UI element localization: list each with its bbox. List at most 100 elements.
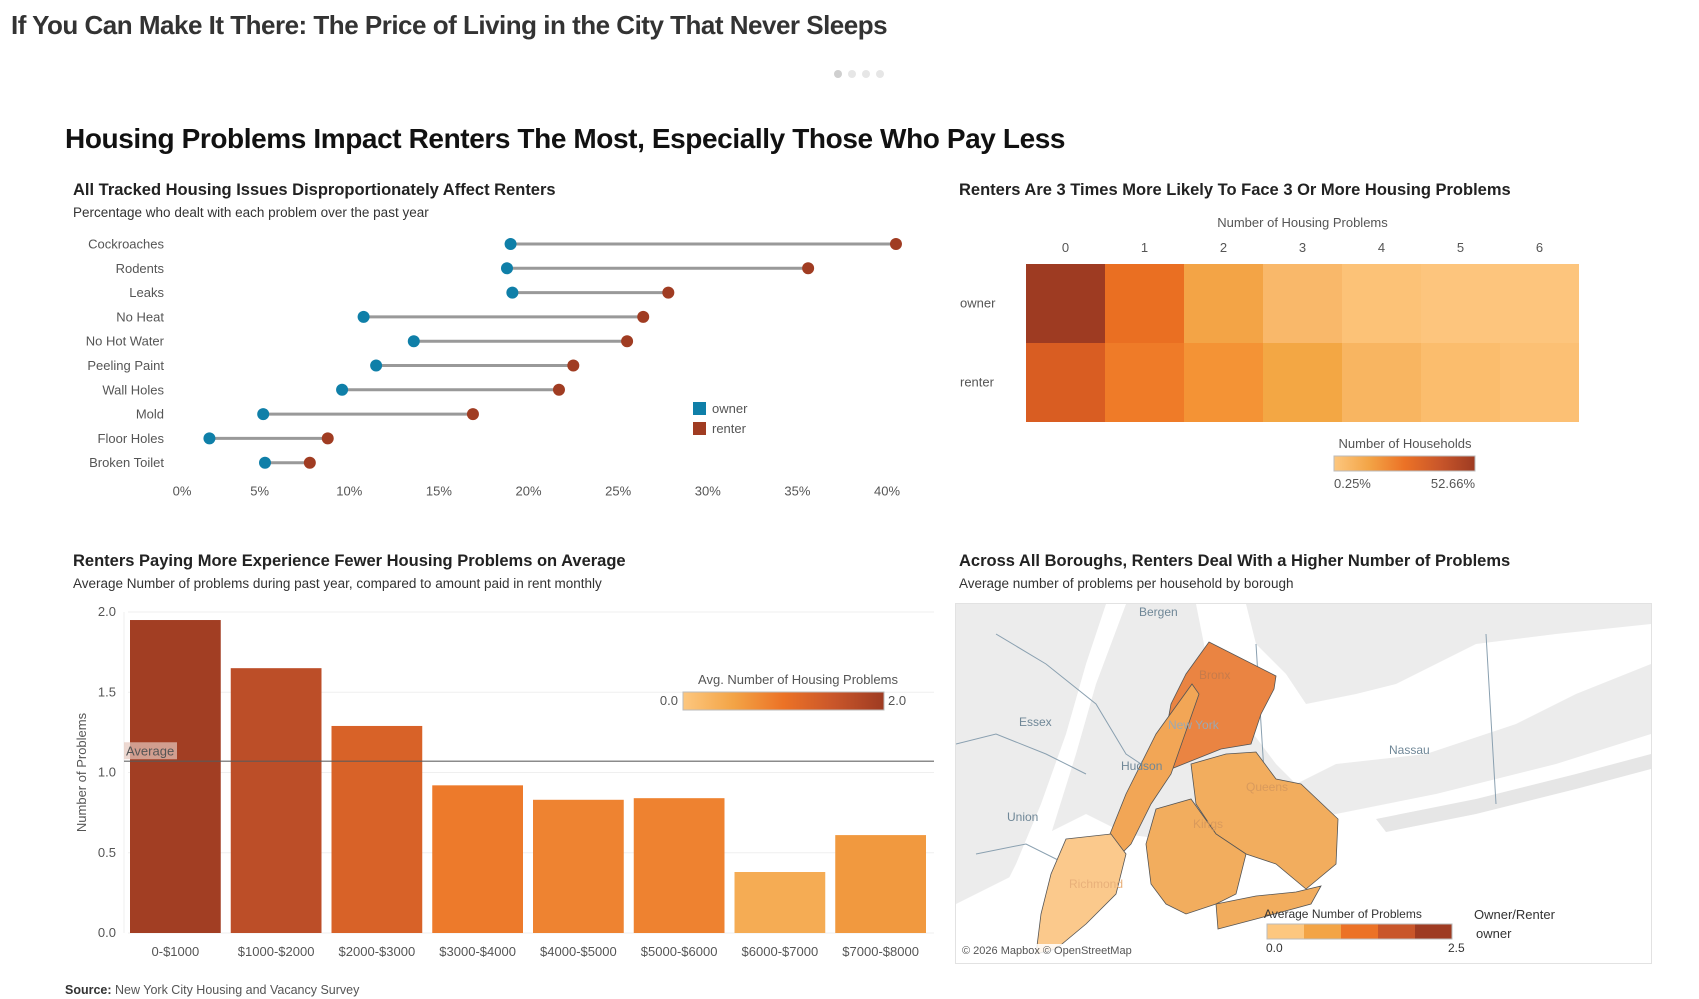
- map-legend-scale: [1266, 923, 1453, 940]
- renter-point: [662, 286, 675, 299]
- owner-point: [370, 359, 383, 372]
- bar: [835, 835, 926, 933]
- heatmap-cell: [1500, 343, 1579, 422]
- x-tick-label: 20%: [515, 484, 541, 499]
- legend-renter-swatch: [693, 422, 706, 435]
- heatmap-cell: [1184, 343, 1263, 422]
- x-tick-label: 0-$1000: [152, 944, 200, 959]
- heatmap-cell: [1184, 264, 1263, 343]
- heatmap-legend-min: 0.25%: [1334, 476, 1371, 491]
- map-legend-swatch: [1378, 924, 1415, 939]
- dumbbell-chart: Cockroaches Rodents Leaks No Heat No Hot Wat…: [86, 237, 902, 499]
- x-tick-label: 25%: [605, 484, 631, 499]
- pager-dot[interactable]: [862, 70, 870, 78]
- map-legend-swatch: [1415, 924, 1452, 939]
- category-label: Mold: [136, 407, 164, 422]
- bar: [533, 799, 624, 933]
- renter-point: [621, 335, 634, 348]
- bar-chart: 0.0 0.5 1.0 1.5 2.0 Number of Problems 0-$1000…: [74, 604, 934, 959]
- map-label-kings: Kings: [1193, 817, 1223, 831]
- map-region-staten-island[interactable]: [1035, 833, 1127, 955]
- owner-point: [203, 432, 216, 445]
- map-label-richmond: Richmond: [1069, 877, 1123, 891]
- map-region-bronx[interactable]: [1160, 641, 1277, 770]
- heatmap-x-title: Number of Housing Problems: [1217, 215, 1388, 230]
- map-label-bronx: Bronx: [1199, 668, 1230, 682]
- map-label-queens: Queens: [1246, 780, 1288, 794]
- heatmap-col-label: 3: [1299, 240, 1306, 255]
- pager-dot[interactable]: [876, 70, 884, 78]
- map-canvas[interactable]: Bergen Essex Hudson Union Nassau Bronx N…: [956, 604, 1651, 963]
- heatmap-col-label: 2: [1220, 240, 1227, 255]
- map-legend-swatch: [1267, 924, 1304, 939]
- x-tick-label: $7000-$8000: [842, 944, 919, 959]
- borough-map[interactable]: Bergen Essex Hudson Union Nassau Bronx N…: [955, 603, 1652, 964]
- y-tick-label: 0.0: [98, 925, 116, 940]
- bar: [633, 798, 725, 933]
- map-legend-title: Average Number of Problems: [1264, 907, 1422, 921]
- category-label: Broken Toilet: [89, 455, 164, 470]
- average-label-bg: [124, 742, 177, 760]
- x-tick-label: 5%: [250, 484, 269, 499]
- bar-legend-min: 0.0: [660, 693, 678, 708]
- dumbbell-chart-title: All Tracked Housing Issues Disproportion…: [73, 181, 556, 199]
- x-tick-label: 30%: [695, 484, 721, 499]
- x-tick-label: $4000-$5000: [540, 944, 617, 959]
- category-label: Rodents: [116, 261, 165, 276]
- heatmap-cell: [1421, 343, 1500, 422]
- x-tick-label: 35%: [784, 484, 810, 499]
- y-tick-label: 1.0: [98, 765, 116, 780]
- heatmap-cell: [1263, 343, 1342, 422]
- map-region-rockaway[interactable]: [1215, 885, 1322, 930]
- heatmap-cell: [1421, 264, 1500, 343]
- map-label-essex: Essex: [1019, 715, 1052, 729]
- map-attribution[interactable]: © 2026 Mapbox © OpenStreetMap: [959, 944, 1135, 958]
- bar-legend-title: Avg. Number of Housing Problems: [698, 672, 898, 687]
- owner-renter-filter-value[interactable]: owner: [1476, 926, 1512, 941]
- x-tick-label: $5000-$6000: [641, 944, 718, 959]
- bar-legend-max: 2.0: [888, 693, 906, 708]
- heatmap-cell: [1026, 264, 1105, 343]
- heatmap-col-label: 0: [1062, 240, 1069, 255]
- owner-point: [336, 383, 349, 396]
- category-label: Peeling Paint: [87, 358, 164, 373]
- owner-point: [500, 262, 513, 275]
- heatmap-cell: [1026, 343, 1105, 422]
- heatmap-cell: [1263, 264, 1342, 343]
- dumbbell-chart-subtitle: Percentage who dealt with each problem o…: [73, 205, 429, 220]
- map-county-borders: [956, 633, 1497, 865]
- source-text: New York City Housing and Vacancy Survey: [115, 983, 360, 997]
- x-tick-label: 40%: [874, 484, 900, 499]
- bar: [331, 725, 423, 933]
- heatmap-col-label: 4: [1378, 240, 1385, 255]
- renter-point: [466, 408, 479, 421]
- heatmap-col-label: 1: [1141, 240, 1148, 255]
- pager-dot[interactable]: [834, 70, 842, 78]
- owner-renter-filter-title: Owner/Renter: [1474, 907, 1556, 922]
- heatmap-legend-scale: [1333, 455, 1476, 472]
- bar: [130, 620, 221, 933]
- renter-point: [321, 432, 334, 445]
- owner-point: [506, 286, 519, 299]
- map-label-bergen: Bergen: [1139, 605, 1178, 619]
- category-label: Cockroaches: [88, 237, 164, 252]
- legend-renter-label: renter: [712, 421, 747, 436]
- x-tick-label: $1000-$2000: [238, 944, 315, 959]
- pager-dot[interactable]: [848, 70, 856, 78]
- bar: [734, 872, 826, 933]
- y-tick-label: 0.5: [98, 845, 116, 860]
- map-legend-swatch: [1341, 924, 1378, 939]
- map-title: Across All Boroughs, Renters Deal With a…: [959, 552, 1511, 570]
- bar-chart-subtitle: Average Number of problems during past y…: [73, 576, 602, 591]
- map-subtitle: Average number of problems per household…: [959, 576, 1294, 591]
- owner-point: [257, 408, 270, 421]
- heatmap-legend-max: 52.66%: [1431, 476, 1476, 491]
- category-label: Floor Holes: [98, 431, 165, 446]
- map-legend-border: [1266, 923, 1453, 940]
- map-legend-max: 2.5: [1448, 941, 1465, 955]
- renter-point: [552, 383, 565, 396]
- heatmap-title: Renters Are 3 Times More Likely To Face …: [959, 181, 1511, 199]
- renter-point: [303, 456, 316, 469]
- category-label: No Heat: [116, 309, 164, 324]
- bar-chart-title: Renters Paying More Experience Fewer Hou…: [73, 552, 626, 570]
